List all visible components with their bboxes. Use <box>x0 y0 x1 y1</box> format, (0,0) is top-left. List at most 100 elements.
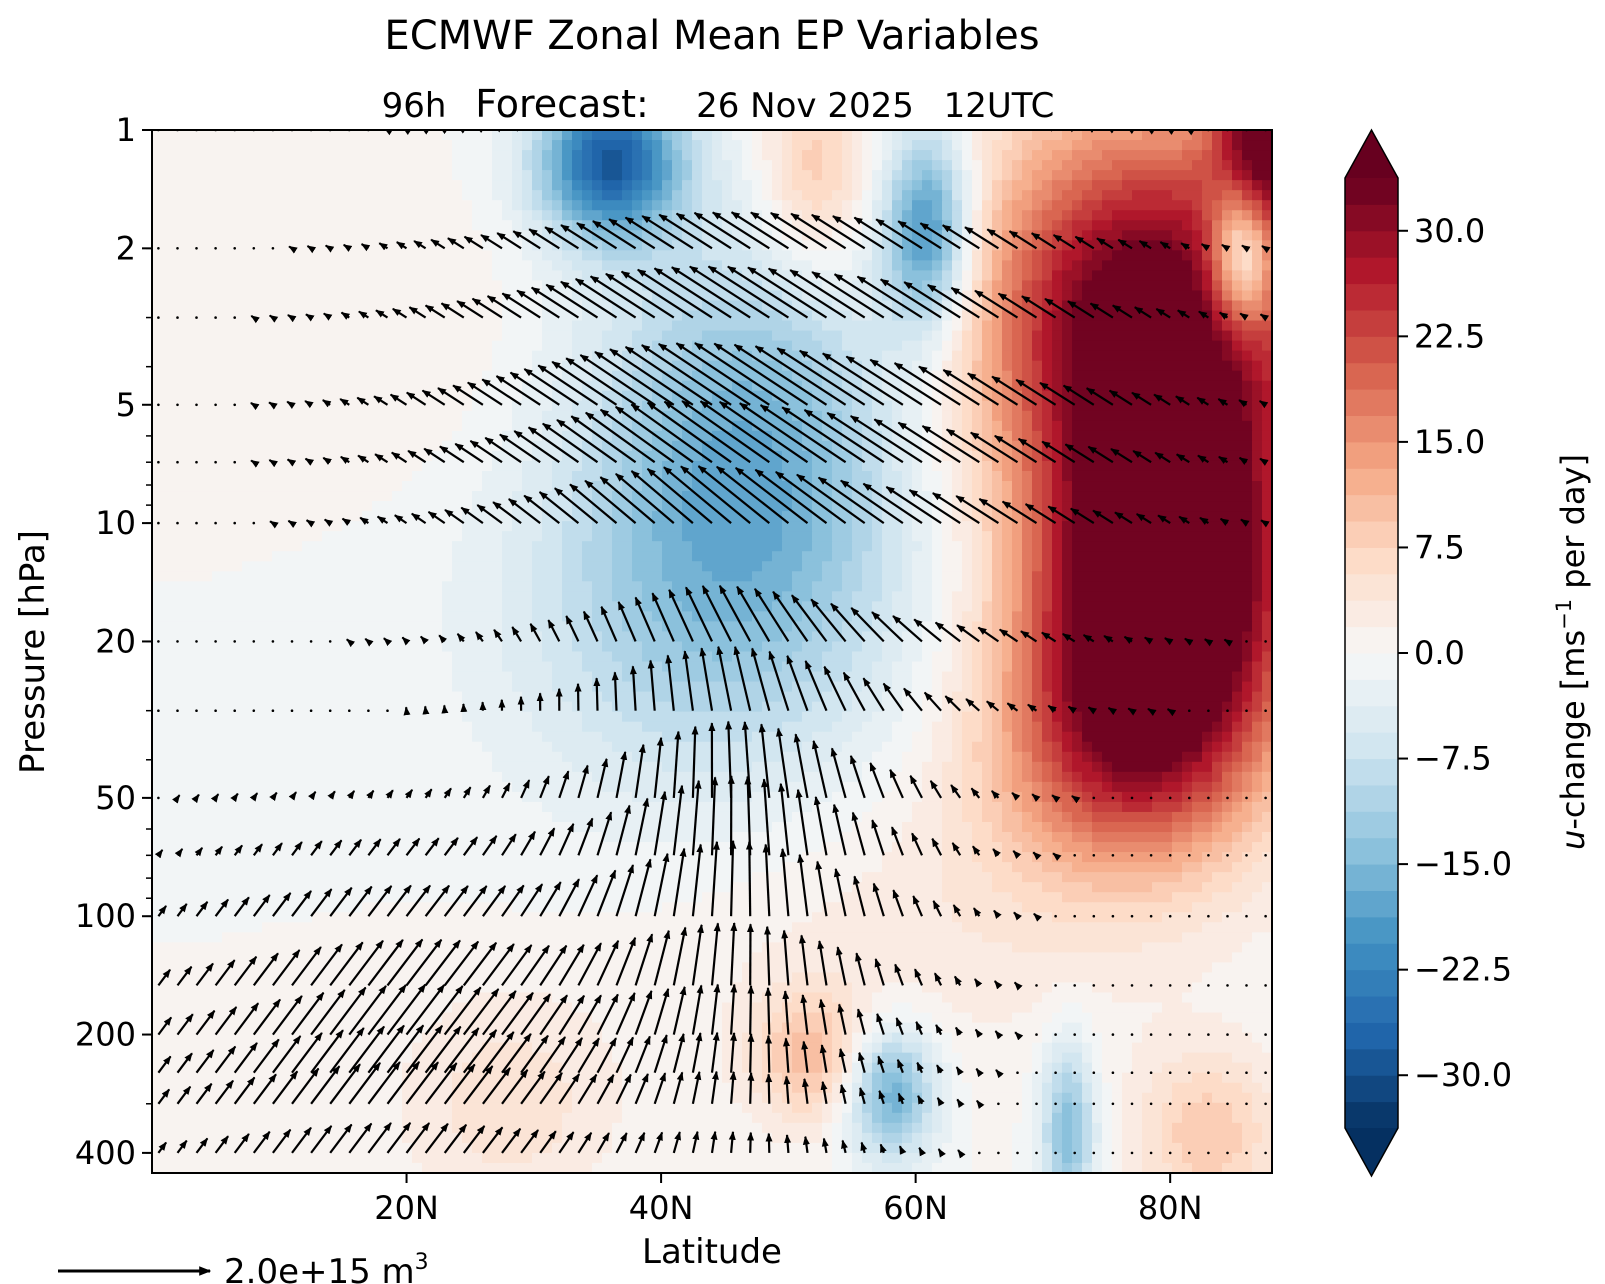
field-cell <box>992 521 1003 532</box>
field-cell <box>242 320 253 332</box>
field-cell <box>162 460 173 472</box>
field-cell <box>422 130 433 141</box>
field-cell <box>762 440 773 452</box>
field-cell <box>152 440 163 452</box>
field-cell <box>402 531 413 542</box>
field-cell <box>572 511 583 522</box>
field-cell <box>312 130 323 141</box>
field-cell <box>882 350 893 362</box>
field-cell <box>452 320 463 332</box>
field-cell <box>1172 400 1183 412</box>
field-cell <box>572 260 583 272</box>
field-cell <box>432 130 443 141</box>
field-cell <box>1132 190 1143 201</box>
field-cell <box>1192 230 1203 241</box>
field-cell <box>532 410 543 422</box>
field-cell <box>1002 330 1013 342</box>
field-cell <box>1152 370 1163 382</box>
field-cell <box>492 531 503 542</box>
field-cell <box>472 390 483 402</box>
field-cell <box>1102 390 1113 402</box>
field-cell <box>922 200 933 211</box>
field-cell <box>432 220 443 231</box>
field-cell <box>582 390 593 402</box>
field-cell <box>962 531 973 542</box>
field-cell <box>182 320 193 332</box>
field-cell <box>422 350 433 362</box>
field-cell <box>1192 460 1203 472</box>
field-cell <box>442 330 453 342</box>
field-cell <box>382 270 393 282</box>
field-cell <box>882 310 893 322</box>
field-cell <box>512 380 523 392</box>
field-cell <box>642 200 653 211</box>
field-cell <box>1132 440 1143 452</box>
field-cell <box>1072 210 1083 221</box>
field-cell <box>632 130 643 141</box>
field-cell <box>872 340 883 352</box>
field-cell <box>742 531 753 542</box>
field-cell <box>502 380 513 392</box>
field-cell <box>162 450 173 462</box>
field-cell <box>702 280 713 292</box>
field-cell <box>372 210 383 221</box>
field-cell <box>762 320 773 332</box>
field-cell <box>452 531 463 542</box>
field-cell <box>292 190 303 201</box>
field-cell <box>1012 430 1023 442</box>
field-cell <box>822 310 833 322</box>
field-cell <box>722 150 733 161</box>
field-cell <box>352 310 363 322</box>
field-cell <box>772 220 783 231</box>
field-cell <box>782 340 793 352</box>
field-cell <box>872 511 883 522</box>
field-cell <box>1152 360 1163 372</box>
field-cell <box>412 491 423 502</box>
field-cell <box>812 551 823 562</box>
field-cell <box>602 130 613 141</box>
field-cell <box>502 410 513 422</box>
field-cell <box>812 531 823 542</box>
field-cell <box>992 200 1003 211</box>
field-cell <box>1262 160 1272 171</box>
field-cell <box>942 180 953 191</box>
field-cell <box>342 140 353 151</box>
field-cell <box>1062 390 1073 402</box>
field-cell <box>452 180 463 191</box>
field-cell <box>152 240 163 251</box>
field-cell <box>622 130 633 141</box>
field-cell <box>262 400 273 412</box>
field-cell <box>182 350 193 362</box>
field-cell <box>762 240 773 251</box>
field-cell <box>922 491 933 502</box>
field-cell <box>1002 240 1013 251</box>
field-cell <box>742 450 753 462</box>
field-cell <box>1232 370 1243 382</box>
field-cell <box>292 531 303 542</box>
field-cell <box>422 180 433 191</box>
field-cell <box>582 300 593 312</box>
field-cell <box>652 571 663 582</box>
field-cell <box>932 340 943 352</box>
field-cell <box>1102 561 1113 572</box>
field-cell <box>752 250 763 261</box>
field-cell <box>342 541 353 552</box>
field-cell <box>682 190 693 201</box>
field-cell <box>462 370 473 382</box>
field-cell <box>202 541 213 552</box>
field-cell <box>432 571 443 582</box>
field-cell <box>462 501 473 512</box>
field-cell <box>722 210 733 221</box>
field-cell <box>992 180 1003 191</box>
field-cell <box>922 330 933 342</box>
field-cell <box>412 531 423 542</box>
field-cell <box>1192 180 1203 191</box>
field-cell <box>932 380 943 392</box>
field-cell <box>1172 320 1183 332</box>
field-cell <box>432 210 443 221</box>
field-cell <box>162 170 173 181</box>
field-cell <box>702 170 713 181</box>
field-cell <box>312 511 323 522</box>
field-cell <box>1142 130 1153 141</box>
field-cell <box>1182 130 1193 141</box>
